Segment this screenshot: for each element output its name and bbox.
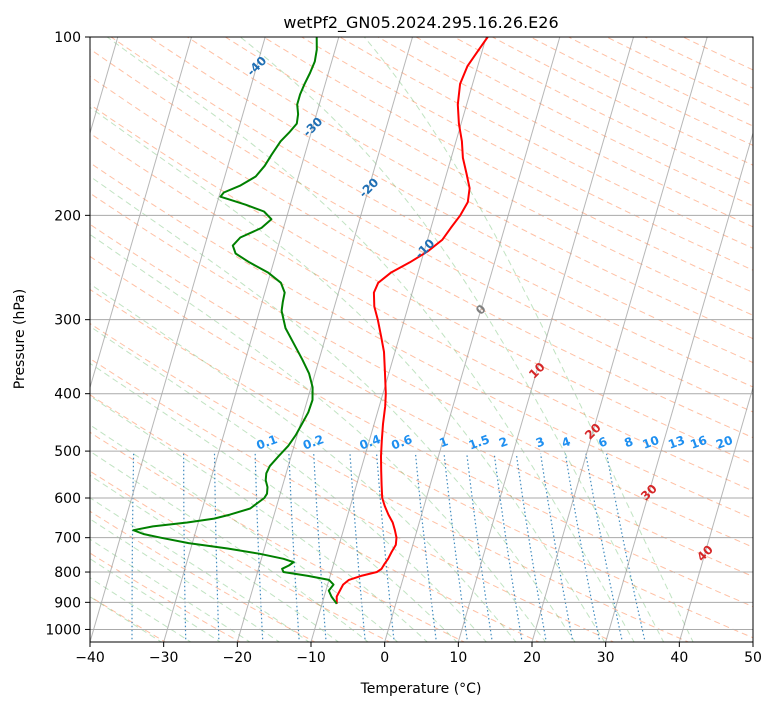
x-tick-label: 10 [449,650,467,666]
mixing-ratio-label: 20 [714,433,734,452]
mixing-ratio-line [466,453,493,642]
dry-adiabat-line [90,192,753,548]
y-tick-label: 100 [54,30,81,46]
mixing-ratio-line [515,453,547,642]
y-tick-label: 500 [54,444,81,460]
dry-adiabat-line [186,37,753,340]
x-tick-label: 30 [597,650,615,666]
chart-title: wetPf2_GN05.2024.295.16.26.E26 [283,13,558,33]
x-tick-label: 50 [744,650,762,666]
isotherm-line [384,37,561,642]
mixing-ratio-label: 13 [666,433,686,452]
isotherm-line [163,37,340,642]
mixing-ratio-label: 0.4 [358,432,383,452]
mixing-ratio-label: 0.1 [255,432,280,452]
isotherm-line [457,37,634,642]
x-tick-label: −20 [223,650,253,666]
moist-adiabat-line [90,106,606,642]
y-tick-label: 700 [54,531,81,547]
mixing-ratio-label: 10 [640,433,660,452]
isotherm-line [90,37,266,642]
plot-frame [89,36,754,643]
mixing-ratio-line [564,453,601,642]
isotherm-line [236,37,413,642]
isotherm-line [531,37,708,642]
dewpoint-profile [132,37,338,605]
temperature-profile [335,37,489,604]
dry-adiabat-line [90,470,391,642]
dry-adiabat-line [90,255,753,608]
isotherm-line [605,131,753,642]
plot-background [90,37,753,642]
moist-adiabat-line [90,474,340,642]
moist-adiabat-line [90,395,428,642]
y-tick-label: 300 [54,313,81,329]
y-axis-title: Pressure (hPa) [12,289,28,389]
dry-adiabat-line [90,552,242,642]
y-tick-label: 800 [54,565,81,581]
mixing-ratio-label: 16 [688,433,708,452]
dry-adiabat-line [90,431,466,642]
dry-adiabat-line [90,132,753,492]
dry-adiabat-line [90,75,753,439]
x-tick-label: 20 [523,650,541,666]
mixing-ratio-label: 1.5 [467,432,492,452]
dry-adiabat-line [262,37,753,293]
isotherm-line [310,37,487,642]
series-layer [132,37,489,605]
x-tick-label: −10 [296,650,326,666]
mixing-ratio-label: 0.6 [389,432,414,452]
dry-adiabat-line [90,162,753,520]
isotherm-line [90,37,192,390]
axes: −40 −30 −20 −10 0 10 20 30 40 50 100 200 300 400 500 60… [45,30,762,666]
y-tick-label: 600 [54,491,81,507]
moist-adiabat-line [239,37,665,642]
y-tick-label: 1000 [45,622,81,638]
dry-adiabat-line [90,48,753,413]
y-tick-label: 400 [54,387,81,403]
dry-adiabat-line [90,288,753,639]
dry-adiabat-line [90,358,615,642]
moist-adiabat-line [363,37,694,642]
moist-adiabat-line [90,233,547,642]
x-axis-title: Temperature (°C) [360,681,482,697]
moist-adiabat-line [90,362,458,642]
mixing-ratio-line [585,453,623,642]
moist-adiabat-line [90,283,517,642]
y-tick-label: 900 [54,595,81,611]
x-tick-label: 0 [380,650,389,666]
dry-adiabat-line [90,223,753,578]
dry-adiabat-line [148,37,753,364]
mixing-ratio-line [540,453,574,642]
dry-adiabat-line [90,595,167,642]
x-tick-label: −40 [75,650,105,666]
mixing-ratio-label: 0.2 [301,432,326,452]
moist-adiabat-line [90,175,576,642]
isotherm-line [678,385,753,642]
x-tick-label: −30 [149,650,179,666]
x-tick-label: 40 [670,650,688,666]
moist-adiabat-line [106,37,635,642]
background-lines [90,37,753,642]
y-tick-label: 200 [54,208,81,224]
dry-adiabat-line [90,322,690,642]
moist-adiabat-line [90,450,369,642]
